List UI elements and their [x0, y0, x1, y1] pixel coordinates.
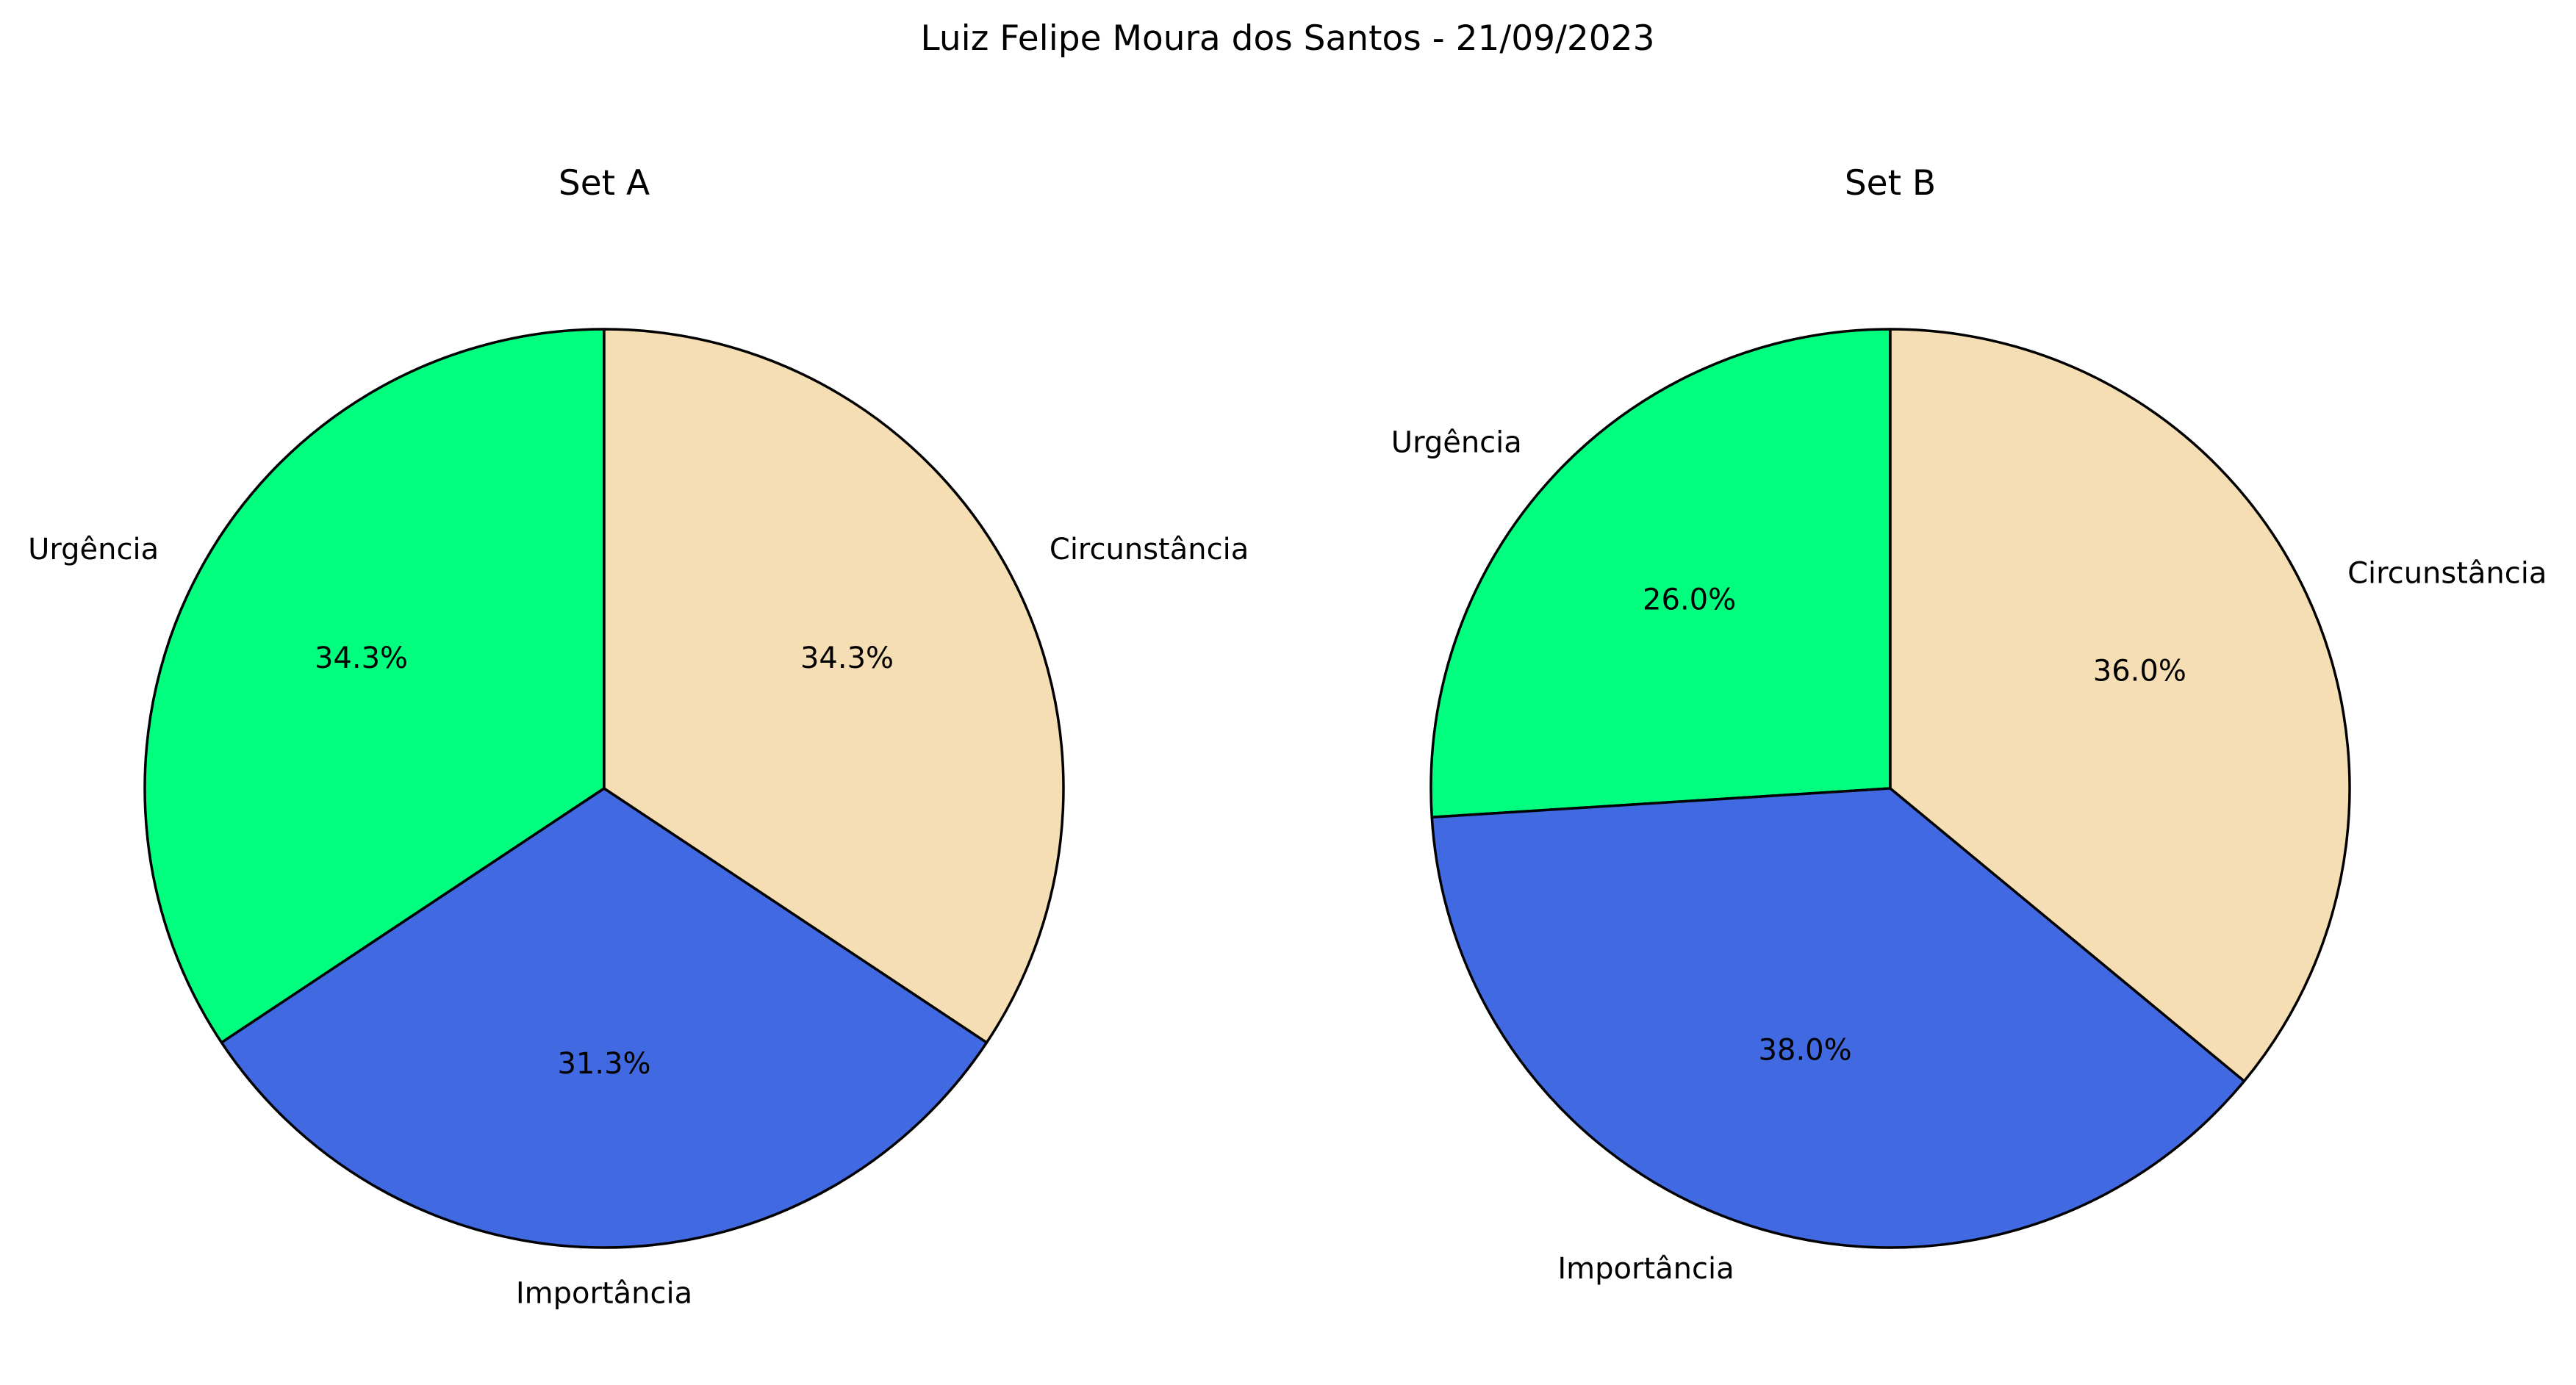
- pie-title-set-a: Set A: [559, 163, 650, 204]
- pct-label-set-b-circunstancia: 36.0%: [2093, 654, 2186, 688]
- slice-label-set-b-circunstancia: Circunstância: [2347, 556, 2547, 590]
- pct-label-set-a-circunstancia: 34.3%: [800, 641, 894, 675]
- slice-label-set-b-importancia: Importância: [1557, 1252, 1734, 1286]
- pie-slice-set-b-importancia: [1430, 787, 2246, 1249]
- pct-label-set-b-urgencia: 26.0%: [1643, 583, 1736, 616]
- figure-title: Luiz Felipe Moura dos Santos - 21/09/202…: [920, 18, 1654, 59]
- pct-label-set-a-importancia: 31.3%: [557, 1047, 650, 1081]
- pie-slice-set-a-circunstancia: [603, 328, 1065, 1044]
- pie-chart-set-a: Set A Urgência 34.3% Importância 31.3% Circu…: [28, 163, 1249, 1311]
- slice-label-set-a-importancia: Importância: [516, 1277, 692, 1311]
- pie-title-set-b: Set B: [1845, 163, 1936, 204]
- pct-label-set-a-urgencia: 34.3%: [315, 641, 408, 675]
- slice-label-set-b-urgencia: Urgência: [1391, 425, 1522, 459]
- slice-label-set-a-circunstancia: Circunstância: [1050, 533, 1249, 566]
- pct-label-set-b-importancia: 38.0%: [1759, 1034, 1852, 1068]
- slice-label-set-a-urgencia: Urgência: [28, 533, 159, 566]
- pie-slice-set-b-circunstancia: [1889, 328, 2351, 1083]
- pie-slice-set-a-importancia: [220, 787, 989, 1249]
- pie-chart-set-b: Set B Urgência 26.0% Importância 38.0% Circu…: [1391, 163, 2547, 1286]
- pie-slice-set-b-urgencia: [1429, 328, 1892, 819]
